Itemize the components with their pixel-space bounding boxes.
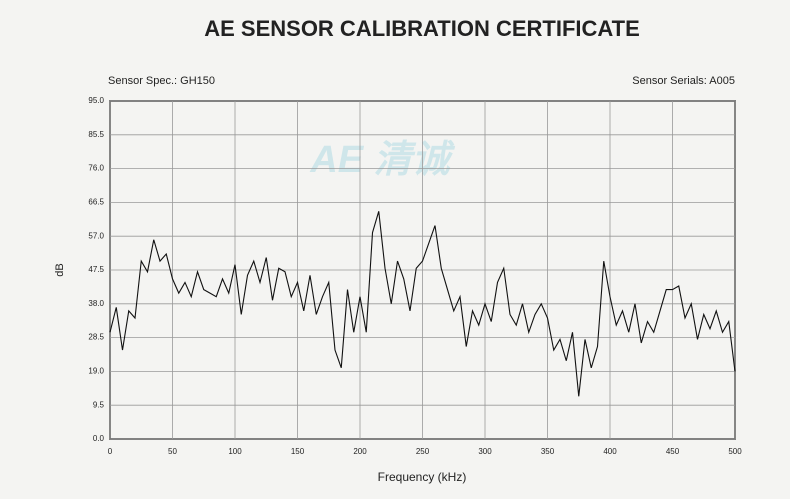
y-tick-label: 85.5 <box>88 130 104 139</box>
data-line <box>109 211 736 397</box>
x-tick-label: 50 <box>168 447 177 456</box>
x-tick-label: 250 <box>416 447 430 456</box>
y-tick-label: 66.5 <box>88 198 104 207</box>
x-tick-label: 500 <box>728 447 742 456</box>
y-tick-label: 28.5 <box>88 333 104 342</box>
y-tick-label: 57.0 <box>88 231 104 240</box>
x-tick-label: 0 <box>108 447 113 456</box>
x-tick-label: 400 <box>603 447 617 456</box>
title: AE SENSOR CALIBRATION CERTIFICATE <box>204 16 640 41</box>
x-tick-label: 300 <box>478 447 492 456</box>
y-tick-label: 9.5 <box>93 400 105 409</box>
watermark: AE 清诚 <box>309 139 455 181</box>
y-tick-label: 38.0 <box>88 299 104 308</box>
y-tick-label: 95.0 <box>88 96 104 105</box>
x-tick-label: 150 <box>291 447 305 456</box>
y-tick-label: 47.5 <box>88 265 104 274</box>
x-tick-label: 450 <box>666 447 680 456</box>
x-axis-label: Frequency (kHz) <box>378 470 467 484</box>
y-tick-label: 19.0 <box>88 367 104 376</box>
x-tick-label: 200 <box>353 447 367 456</box>
sensor-spec: Sensor Spec.: GH150 <box>108 75 215 87</box>
sensor-serials: Sensor Serials: A005 <box>632 75 735 87</box>
y-tick-label: 0.0 <box>93 434 105 443</box>
x-tick-label: 100 <box>228 447 242 456</box>
y-tick-label: 76.0 <box>88 164 104 173</box>
y-axis-label: dB <box>54 263 66 276</box>
x-tick-label: 350 <box>541 447 555 456</box>
